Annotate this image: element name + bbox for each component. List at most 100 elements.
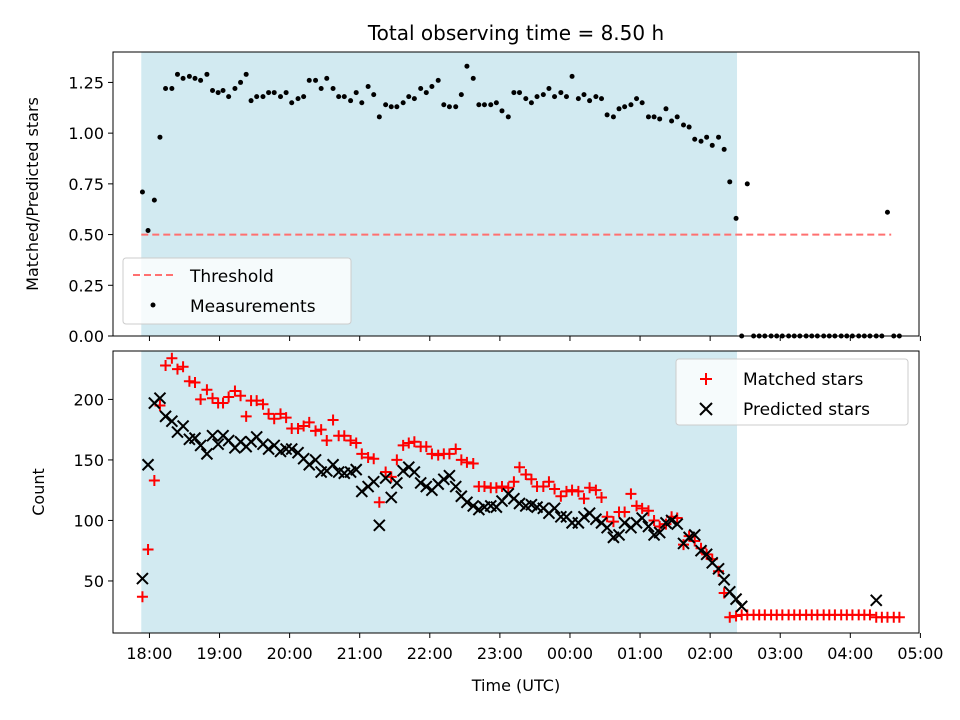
- predicted-star-marker: [717, 573, 731, 586]
- measurement-point: [709, 142, 715, 148]
- measurement-point: [569, 73, 575, 79]
- matched-star-marker: [502, 482, 514, 494]
- measurement-point: [180, 75, 186, 81]
- predicted-star-marker: [414, 476, 427, 490]
- predicted-star-marker: [188, 431, 202, 445]
- measurement-point: [493, 100, 499, 106]
- predicted-star-marker: [642, 520, 655, 533]
- predicted-star-marker: [600, 521, 614, 534]
- matched-star-marker: [496, 481, 508, 493]
- measurement-point: [540, 92, 546, 98]
- matched-star-marker: [292, 422, 304, 434]
- measurement-point: [353, 90, 359, 96]
- matched-star-marker: [730, 610, 742, 622]
- matched-star-marker: [338, 430, 350, 442]
- time-tick-label: 00:00: [547, 644, 593, 663]
- matched-star-marker: [642, 505, 654, 517]
- measurement-point: [517, 90, 523, 96]
- matched-star-marker: [166, 352, 178, 364]
- matched-star-marker: [566, 484, 578, 496]
- predicted-star-marker: [618, 516, 631, 530]
- count-legend: Matched stars Predicted stars: [675, 358, 909, 426]
- measurement-point: [733, 215, 739, 221]
- time-tick-label: 23:00: [477, 644, 523, 663]
- matched-star-marker: [426, 448, 438, 460]
- predicted-stars-legend-marker: [699, 402, 713, 416]
- predicted-star-marker: [379, 471, 392, 485]
- measurement-point: [336, 94, 342, 100]
- matched-star-marker: [263, 408, 275, 420]
- threshold-legend-label: Threshold: [189, 267, 274, 287]
- predicted-stars-points: [136, 391, 883, 613]
- measurement-point: [470, 75, 476, 81]
- ratio-axis-ticks: 0.00 0.25 0.50 0.75 1.00 1.25: [68, 73, 921, 346]
- measurement-point: [639, 100, 645, 106]
- matched-star-marker: [251, 395, 263, 407]
- predicted-star-marker: [262, 442, 275, 456]
- matched-star-marker: [537, 481, 549, 493]
- measurements-legend-swatch: [150, 302, 156, 308]
- matched-star-marker: [189, 376, 201, 388]
- matched-star-marker: [391, 454, 403, 466]
- count-axis-ticks: 50 100 150 200 18:00 19:00 20:00 21:00 22:00 23:0…: [73, 390, 943, 663]
- predicted-star-marker: [712, 562, 725, 576]
- measurement-point: [663, 106, 669, 112]
- measurement-point: [248, 98, 254, 104]
- measurement-point: [411, 96, 417, 102]
- measurement-point: [563, 94, 569, 100]
- count-axis-title: Count: [29, 468, 48, 516]
- predicted-star-marker: [206, 429, 219, 442]
- count-tick-label: 50: [84, 572, 104, 591]
- matched-star-marker: [217, 397, 229, 409]
- measurement-point: [604, 112, 610, 118]
- measurement-point: [511, 90, 517, 96]
- measurement-point: [727, 179, 733, 185]
- measurement-point: [204, 71, 210, 77]
- predicted-star-marker: [373, 519, 386, 532]
- matched-star-marker: [590, 484, 602, 496]
- matched-star-marker: [229, 385, 241, 397]
- measurement-point: [301, 94, 307, 100]
- measurement-point: [238, 79, 244, 85]
- measurement-point: [481, 102, 487, 108]
- matched-star-marker: [619, 506, 631, 518]
- ratio-tick-label: 0.25: [68, 276, 104, 295]
- predicted-star-marker: [443, 469, 456, 482]
- measurement-point: [546, 86, 552, 92]
- matched-star-marker: [636, 502, 648, 514]
- predicted-star-marker: [467, 499, 480, 513]
- predicted-star-marker: [577, 510, 591, 524]
- predicted-star-marker: [279, 442, 293, 456]
- matched-stars-points: [136, 352, 905, 623]
- matched-stars-legend-label: Matched stars: [743, 370, 863, 390]
- matched-star-marker: [520, 468, 532, 480]
- measurement-point: [476, 102, 482, 108]
- measurement-point: [558, 90, 564, 96]
- matched-star-marker: [478, 481, 490, 493]
- predicted-star-marker: [176, 419, 190, 433]
- matched-star-marker: [368, 453, 380, 465]
- matched-star-marker: [303, 416, 315, 428]
- measurement-point: [716, 134, 722, 140]
- measurement-point: [376, 114, 382, 120]
- matched-star-marker: [555, 490, 567, 502]
- predicted-star-marker: [665, 514, 678, 527]
- time-tick-label: 03:00: [757, 644, 803, 663]
- measurement-point: [523, 96, 529, 102]
- measurement-point: [534, 94, 540, 100]
- measurement-point: [306, 77, 312, 83]
- measurement-point: [383, 102, 389, 108]
- predicted-star-marker: [735, 600, 748, 613]
- matched-star-marker: [201, 384, 213, 396]
- matched-stars-legend-swatch: [700, 373, 712, 385]
- measurement-point: [587, 98, 593, 104]
- matched-star-marker: [356, 448, 368, 460]
- measurement-point: [418, 86, 424, 92]
- matched-star-marker: [160, 360, 172, 372]
- count-tick-label: 100: [73, 511, 104, 530]
- matched-star-marker: [345, 435, 357, 447]
- measurement-point: [423, 90, 429, 96]
- measurement-point: [394, 104, 400, 110]
- measurement-point: [215, 90, 221, 96]
